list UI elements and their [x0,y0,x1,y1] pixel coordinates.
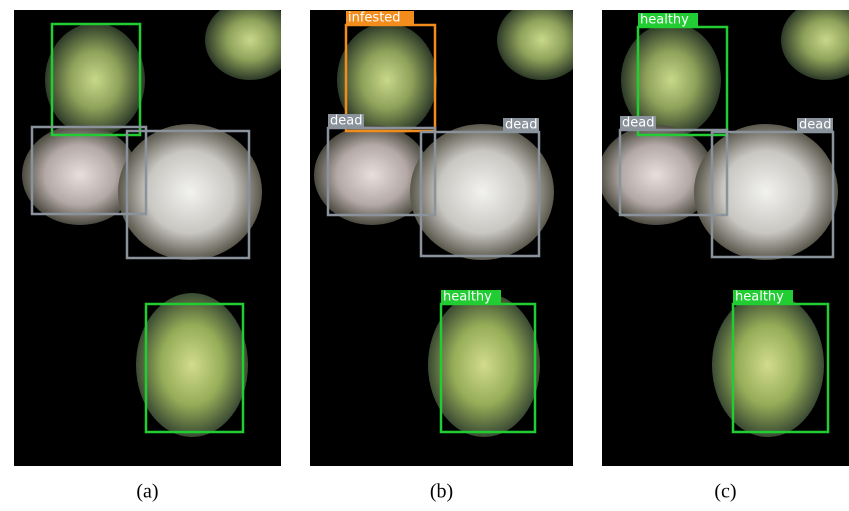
box-label: healthy [443,290,492,305]
box-label: dead [799,118,831,133]
tree-crown [136,293,248,437]
tree-crown [205,0,295,80]
image [310,0,587,466]
box-label: dead [622,116,654,131]
box-label: healthy [640,13,689,28]
caption: (a) [136,481,158,503]
box-label: dead [330,114,362,129]
tree-crown [118,124,262,260]
box-label: dead [505,118,537,133]
panel: infested dead dead healthy [310,0,587,466]
panel [14,0,295,466]
box-label: infested [348,11,401,26]
tree-crown [497,0,587,80]
panel: healthy dead dead healthy [598,0,849,466]
tree-crown [712,293,824,437]
tree-crown [428,293,540,437]
image [14,0,295,466]
caption: (b) [430,481,453,503]
caption: (c) [714,481,736,503]
box-label: healthy [735,290,784,305]
image [598,0,849,466]
tree-crown [694,124,838,260]
tree-crown [45,23,145,137]
figure: (a) infested dead dead healthy (b) healthy dead… [0,0,849,511]
tree-crown [410,124,554,260]
